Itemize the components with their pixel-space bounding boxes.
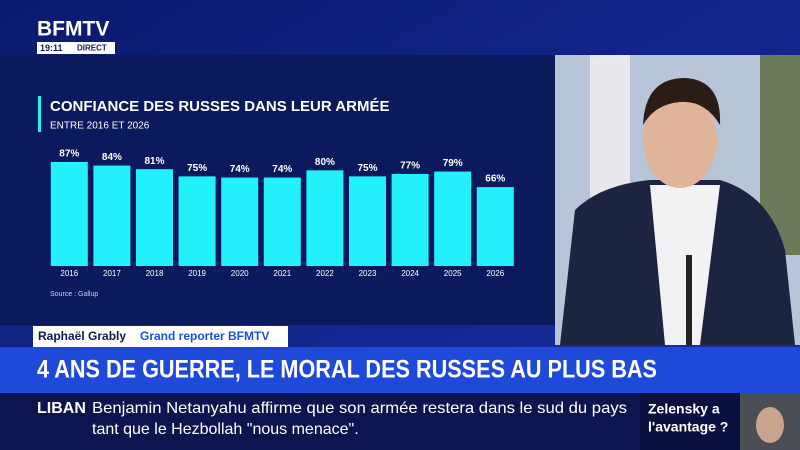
bar: [434, 171, 472, 266]
x-tick-label: 2022: [316, 269, 334, 278]
x-tick-label: 2026: [486, 269, 504, 278]
bar: [93, 165, 131, 266]
bar: [391, 173, 429, 266]
side-box-line: Zelensky a: [648, 401, 720, 417]
reporter-name: Raphaël Grably: [38, 329, 126, 343]
x-tick-label: 2018: [146, 269, 164, 278]
ticker-line: Benjamin Netanyahu affirme que son armée…: [92, 400, 627, 417]
ticker-line: tant que le Hezbollah "nous menace".: [92, 421, 359, 438]
value-label: 74%: [230, 164, 250, 175]
x-tick-label: 2023: [359, 269, 377, 278]
value-label: 81%: [144, 156, 164, 167]
chart-subtitle: ENTRE 2016 ET 2026: [50, 121, 150, 132]
reporter-role: Grand reporter BFMTV: [140, 329, 269, 343]
bar: [136, 169, 173, 266]
bar: [476, 187, 514, 266]
bar: [349, 176, 386, 266]
presenter-shirt: [650, 185, 720, 345]
value-label: 75%: [357, 163, 377, 174]
x-tick-label: 2017: [103, 269, 121, 278]
bar: [306, 170, 344, 266]
x-tick-label: 2020: [231, 269, 249, 278]
name-strip: [33, 326, 288, 347]
title-accent: [38, 96, 41, 132]
x-tick-label: 2024: [401, 269, 419, 278]
clock-box: [37, 42, 115, 54]
bar: [178, 176, 216, 266]
bar: [50, 162, 88, 266]
value-label: 66%: [485, 174, 505, 185]
value-label: 84%: [102, 152, 122, 163]
side-box-face: [756, 407, 784, 443]
logo: BFMTV: [37, 18, 109, 41]
side-box-line: l'avantage ?: [648, 419, 728, 435]
value-label: 79%: [443, 158, 463, 169]
x-tick-label: 2025: [444, 269, 462, 278]
bar: [221, 177, 259, 266]
ticker-tag: LIBAN: [37, 400, 86, 417]
live-label: DIRECT: [77, 44, 107, 53]
chart-source: Source : Gallup: [50, 291, 98, 298]
value-label: 74%: [272, 164, 292, 175]
headline: 4 ANS DE GUERRE, LE MORAL DES RUSSES AU …: [37, 356, 657, 384]
presenter-hair: [643, 78, 721, 125]
bars: 87% 2016 84% 2017 81% 2018 75% 2019 74% 2020 74% 20…: [50, 149, 514, 278]
microphone: [686, 255, 692, 345]
chart-title: CONFIANCE DES RUSSES DANS LEUR ARMÉE: [50, 98, 389, 115]
x-tick-label: 2021: [273, 269, 291, 278]
value-label: 87%: [59, 149, 79, 160]
value-label: 80%: [315, 157, 335, 168]
bar: [263, 177, 301, 266]
presenter-face: [643, 92, 717, 188]
value-label: 75%: [187, 163, 207, 174]
clock: 19:11: [40, 43, 63, 53]
value-label: 77%: [400, 161, 420, 172]
x-tick-label: 2016: [60, 269, 78, 278]
x-tick-label: 2019: [188, 269, 206, 278]
headline-band: [0, 347, 800, 393]
ticker-band: [0, 393, 640, 450]
